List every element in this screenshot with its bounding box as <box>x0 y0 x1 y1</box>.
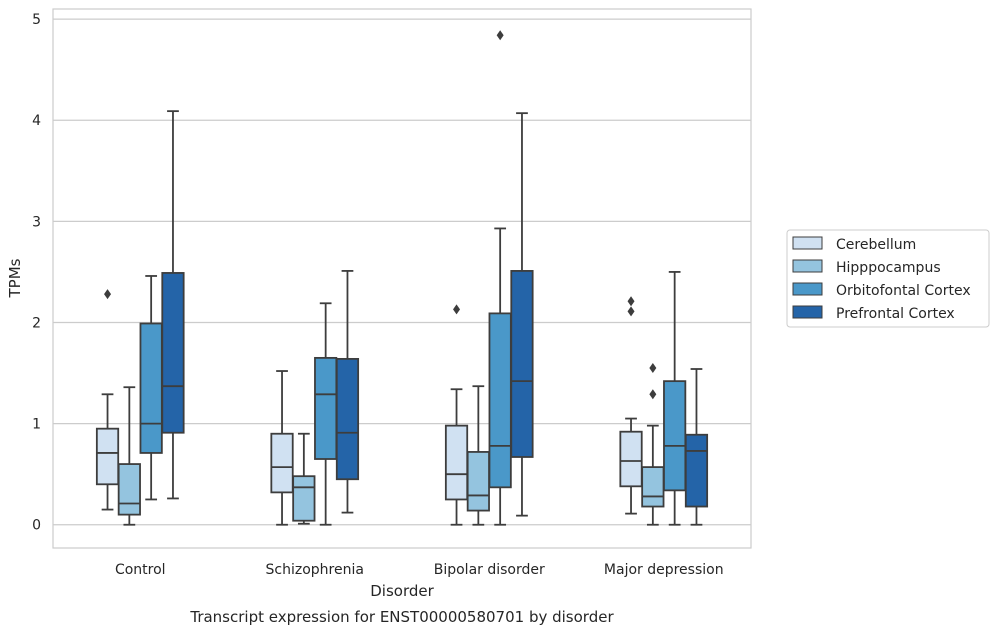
outlier-point <box>496 30 504 41</box>
legend-entry-label: Cerebellum <box>836 237 916 253</box>
x-tick-label: Control <box>115 562 166 578</box>
plot-area-frame <box>52 8 752 549</box>
iqr-box <box>270 432 294 494</box>
legend-swatch <box>792 305 823 319</box>
iqr-box <box>641 466 665 508</box>
outlier-point <box>649 389 657 400</box>
x-axis-ticks: Control Schizophrenia Bipolar disorder Majo… <box>115 562 724 578</box>
box-hipppocampus-0 <box>117 386 141 526</box>
y-tick-label: 2 <box>32 315 41 331</box>
box-hipppocampus-3 <box>641 362 665 526</box>
box-cerebellum-0 <box>95 289 120 511</box>
box-orbitofontal-cortex-3 <box>663 271 687 526</box>
box-prefrontal-cortex-1 <box>335 270 360 514</box>
box-orbitofontal-cortex-0 <box>139 275 163 501</box>
legend-swatch <box>792 259 823 273</box>
iqr-box <box>161 272 185 434</box>
iqr-box <box>684 433 709 508</box>
outlier-point <box>104 289 112 300</box>
legend-entry-label: Hipppocampus <box>836 260 941 276</box>
x-tick-label: Bipolar disorder <box>434 562 545 578</box>
box-cerebellum-3 <box>619 296 643 515</box>
y-tick-label: 4 <box>32 113 41 129</box>
x-axis-label: Disorder <box>370 582 434 600</box>
iqr-box <box>466 451 490 512</box>
box-orbitofontal-cortex-1 <box>314 302 338 526</box>
x-tick-label: Schizophrenia <box>266 562 364 578</box>
box-prefrontal-cortex-2 <box>510 112 534 517</box>
legend-entry-label: Prefrontal Cortex <box>836 306 955 322</box>
legend: Cerebellum Hipppocampus Orbitofontal Corte… <box>786 229 990 328</box>
box-prefrontal-cortex-3 <box>684 368 709 526</box>
legend-frame <box>786 229 990 328</box>
y-tick-label: 1 <box>32 417 41 433</box>
outlier-point <box>649 362 657 373</box>
iqr-box <box>619 430 643 488</box>
legend-entry-label: Orbitofontal Cortex <box>836 283 971 299</box>
box-hipppocampus-1 <box>292 432 316 525</box>
x-tick-label: Major depression <box>604 562 724 578</box>
y-axis-ticks: 0 1 2 3 4 5 <box>32 12 41 534</box>
iqr-box <box>510 270 534 458</box>
legend-swatch <box>792 236 823 250</box>
y-tick-label: 0 <box>32 518 41 534</box>
iqr-box <box>335 357 360 481</box>
box-prefrontal-cortex-0 <box>161 110 185 500</box>
y-tick-label: 5 <box>32 12 41 28</box>
iqr-box <box>292 475 316 522</box>
chart-caption: Transcript expression for ENST0000058070… <box>189 608 614 626</box>
iqr-box <box>314 356 338 460</box>
outlier-point <box>627 306 635 317</box>
boxes-layer <box>95 30 709 526</box>
iqr-box <box>444 424 469 501</box>
legend-swatch <box>792 282 823 296</box>
iqr-box <box>139 322 163 454</box>
box-cerebellum-1 <box>270 370 294 526</box>
box-hipppocampus-2 <box>466 385 490 526</box>
y-tick-label: 3 <box>32 214 41 230</box>
iqr-box <box>663 380 687 492</box>
outlier-point <box>627 296 635 307</box>
iqr-box <box>117 463 141 516</box>
box-orbitofontal-cortex-2 <box>488 30 512 526</box>
y-axis-label: TPMs <box>6 258 24 298</box>
box-cerebellum-2 <box>444 304 469 526</box>
iqr-box <box>95 427 120 486</box>
iqr-box <box>488 312 512 489</box>
outlier-point <box>453 304 461 315</box>
